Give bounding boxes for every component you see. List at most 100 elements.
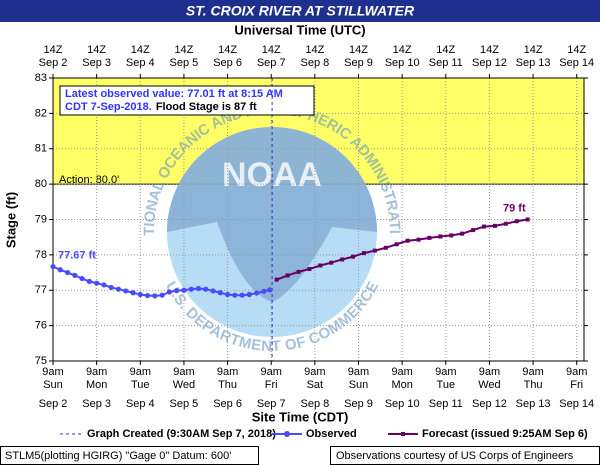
x2-tick-label: 14Z	[44, 44, 63, 56]
x2-tick-label: 14Z	[480, 44, 499, 56]
info-line2a: CDT 7-Sep-2018.	[65, 101, 152, 113]
x2-tick-label: 14Z	[87, 44, 106, 56]
x-tick-date: Sep 6	[213, 398, 242, 410]
x2-tick-date: Sep 12	[472, 57, 507, 69]
top-axis-title: Universal Time (UTC)	[234, 22, 365, 37]
x-tick-day: Mon	[391, 379, 412, 391]
marker	[340, 257, 345, 262]
x-tick-day: Sun	[349, 379, 369, 391]
x-tick-day: Fri	[570, 379, 583, 391]
info-line1: Latest observed value: 77.01 ft at 8:15 …	[65, 88, 283, 100]
marker	[224, 291, 231, 298]
action-label: Action: 80.0'	[59, 174, 119, 186]
marker	[481, 224, 486, 229]
marker	[438, 234, 443, 239]
x-tick-day: Mon	[86, 379, 107, 391]
x2-tick-label: 14Z	[174, 44, 193, 56]
marker	[210, 288, 216, 294]
x-tick-date: Sep 7	[257, 398, 286, 410]
x-tick-day: Tue	[437, 379, 456, 391]
footer-right: Observations courtesy of US Corps of Eng…	[336, 450, 574, 462]
marker	[427, 235, 432, 240]
x2-tick-label: 14Z	[393, 44, 412, 56]
marker	[351, 254, 356, 259]
x-tick-day: Wed	[478, 379, 500, 391]
x-tick-label: 9am	[566, 366, 587, 378]
marker	[525, 217, 530, 222]
marker	[329, 260, 334, 265]
marker	[267, 287, 273, 293]
x-tick-label: 9am	[391, 366, 412, 378]
marker	[394, 242, 399, 247]
marker	[471, 228, 476, 233]
marker	[503, 221, 508, 226]
marker	[181, 287, 187, 293]
x2-tick-date: Sep 14	[559, 57, 594, 69]
x-tick-day: Tue	[131, 379, 150, 391]
x-tick-date: Sep 14	[559, 398, 594, 410]
x2-tick-label: 14Z	[349, 44, 368, 56]
marker	[232, 292, 238, 298]
marker	[101, 282, 107, 288]
x-tick-label: 9am	[479, 366, 500, 378]
footer-left: STLM5(plotting HGIRG) "Gage 0" Datum: 60…	[5, 450, 231, 462]
value-label: 79 ft	[503, 202, 526, 214]
legend-marker	[284, 431, 290, 437]
x-tick-label: 9am	[261, 366, 282, 378]
marker	[159, 292, 165, 298]
y-axis-title: Stage (ft)	[3, 192, 18, 248]
plot-frame	[52, 77, 585, 362]
y-tick-label: 80	[35, 178, 47, 190]
marker	[174, 288, 180, 294]
x-tick-date: Sep 13	[516, 398, 551, 410]
y-tick-label: 79	[35, 213, 47, 225]
marker	[307, 267, 312, 272]
marker	[115, 286, 122, 292]
x2-tick-label: 14Z	[262, 44, 281, 56]
x2-tick-date: Sep 10	[385, 57, 420, 69]
x2-tick-date: Sep 7	[257, 57, 286, 69]
x-tick-date: Sep 9	[344, 398, 373, 410]
value-label: 77.67 ft	[58, 249, 96, 261]
x-tick-label: 9am	[435, 366, 456, 378]
marker	[79, 275, 85, 282]
x-tick-date: Sep 11	[429, 398, 463, 410]
x-tick-label: 9am	[348, 366, 369, 378]
marker	[514, 219, 519, 224]
x2-tick-date: Sep 4	[126, 57, 155, 69]
title-bar	[0, 0, 600, 22]
x-tick-label: 9am	[522, 366, 543, 378]
x-tick-date: Sep 3	[82, 398, 111, 410]
legend-marker	[401, 432, 405, 436]
x-tick-date: Sep 2	[39, 398, 68, 410]
marker	[460, 231, 465, 236]
x-tick-date: Sep 10	[385, 398, 420, 410]
logo-upper	[167, 127, 377, 302]
x-tick-label: 9am	[217, 366, 238, 378]
marker	[123, 288, 129, 294]
marker	[195, 285, 202, 292]
x2-tick-label: 14Z	[218, 44, 237, 56]
x-tick-date: Sep 4	[126, 398, 155, 410]
marker	[285, 273, 290, 278]
marker	[239, 292, 245, 298]
legend-created: Graph Created (9:30AM Sep 7, 2018)	[87, 428, 276, 440]
marker	[361, 251, 366, 256]
marker	[94, 280, 100, 286]
y-tick-label: 81	[35, 143, 47, 155]
marker	[449, 233, 454, 238]
x-tick-day: Fri	[265, 379, 278, 391]
x-tick-label: 9am	[42, 366, 63, 378]
marker	[86, 278, 92, 285]
marker	[372, 248, 377, 253]
y-tick-label: 76	[35, 320, 47, 332]
x2-tick-date: Sep 13	[516, 57, 551, 69]
y-tick-label: 83	[35, 72, 47, 84]
x2-tick-date: Sep 9	[344, 57, 373, 69]
x-tick-label: 9am	[304, 366, 325, 378]
marker	[50, 263, 56, 270]
x2-tick-label: 14Z	[436, 44, 455, 56]
x-tick-date: Sep 8	[300, 398, 329, 410]
x2-tick-label: 14Z	[567, 44, 586, 56]
